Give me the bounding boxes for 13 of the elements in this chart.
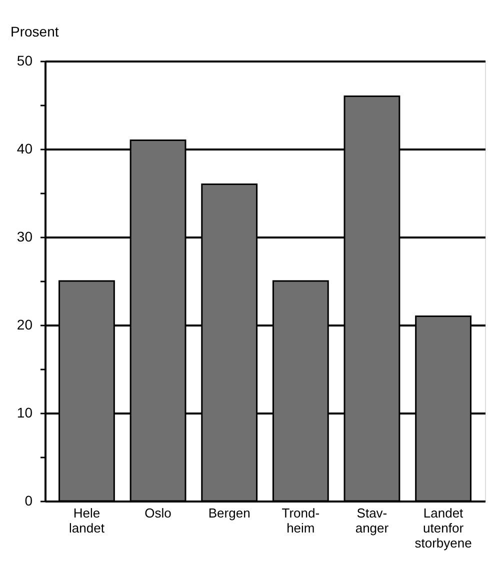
y-tick-label: 0 xyxy=(24,492,33,508)
x-tick-label: Hele landet xyxy=(69,506,105,536)
x-tick-label: Stav- anger xyxy=(355,506,390,536)
y-tick-label: 50 xyxy=(16,52,33,68)
y-tick-label: 10 xyxy=(16,404,33,420)
y-tick-label: 30 xyxy=(16,228,33,244)
y-tick-label: 20 xyxy=(16,316,33,332)
y-tick-label: 40 xyxy=(16,140,33,156)
x-tick-label: Landet utenfor storbyene xyxy=(414,506,472,550)
x-tick-label: Trond- heim xyxy=(282,506,320,536)
y-axis-title: Prosent xyxy=(10,24,59,40)
x-tick-label: Bergen xyxy=(208,506,250,520)
x-tick-label: Oslo xyxy=(144,506,172,520)
